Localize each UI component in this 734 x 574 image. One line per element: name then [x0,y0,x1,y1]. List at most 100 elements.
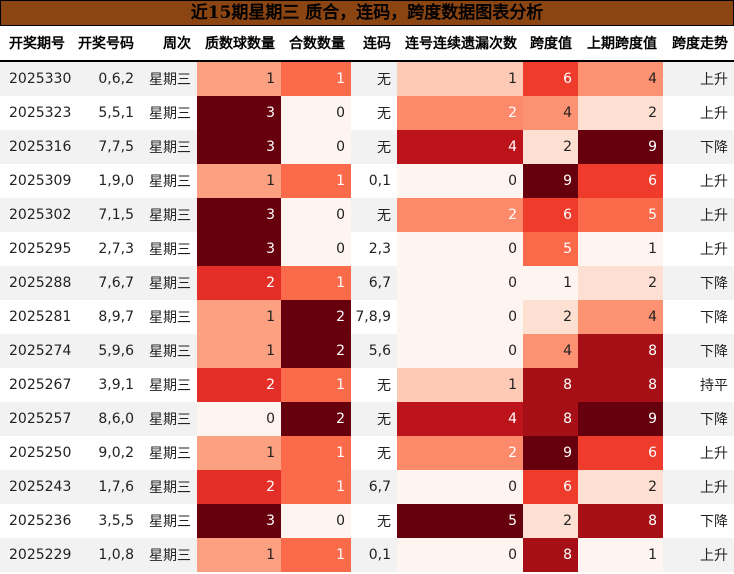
cell-weekday: 星期三 [140,470,197,504]
cell-issue: 2025309 [9,173,72,189]
table-row: 2025295 2,7,3 星期三 3 0 2,3 0 5 1 上升 [0,232,734,266]
cell-weekday: 星期三 [149,174,191,190]
cell-numbers: 7,6,7 [72,266,140,300]
cell-numbers: 7,7,5 [72,130,140,164]
cell-composite-count: 1 [281,538,351,572]
cell-issue: 2025316 [0,130,72,164]
cell-composite-count: 0 [281,232,351,266]
cell-consecutive-miss: 0 [397,538,523,572]
cell-span-trend: 下降 [663,266,734,300]
cell-numbers: 8,9,7 [98,309,134,325]
cell-consecutive-miss: 1 [397,368,523,402]
cell-weekday: 星期三 [140,402,197,436]
cell-consecutive: 无 [351,61,397,96]
cell-issue: 2025243 [0,470,72,504]
cell-issue: 2025281 [9,309,72,325]
cell-numbers: 3,5,5 [98,513,134,529]
cell-composite-count: 1 [281,61,351,96]
header-numbers: 开奖号码 [72,26,140,62]
cell-consecutive-miss: 2 [397,96,523,130]
cell-weekday: 星期三 [140,538,197,572]
cell-numbers: 1,0,8 [72,538,140,572]
cell-issue: 2025330 [0,61,72,96]
cell-span-trend: 上升 [663,198,734,232]
cell-consecutive-miss: 0 [397,300,523,334]
header-prev-span: 上期跨度值 [578,26,663,62]
cell-consecutive-miss: 2 [397,198,523,232]
cell-prime-count: 1 [197,300,281,334]
cell-numbers: 7,1,5 [72,198,140,232]
cell-consecutive: 无 [351,130,397,164]
chart-title: 近15期星期三 质合，连码，跨度数据图表分析 [0,0,734,26]
cell-numbers: 5,5,1 [98,105,134,121]
cell-consecutive-miss: 4 [397,130,523,164]
cell-span-trend: 上升 [700,242,728,258]
cell-prime-count: 1 [197,61,281,96]
cell-span: 9 [523,436,578,470]
cell-prime-count: 2 [197,470,281,504]
cell-span: 6 [523,198,578,232]
cell-prev-span: 2 [578,96,663,130]
cell-consecutive: 2,3 [368,241,391,257]
cell-consecutive: 无 [377,106,391,122]
cell-span-trend: 上升 [700,446,728,462]
cell-issue: 2025236 [9,513,72,529]
cell-prime-count: 2 [197,368,281,402]
cell-issue: 2025295 [9,241,72,257]
cell-numbers: 5,9,6 [72,334,140,368]
cell-span-trend: 持平 [700,378,728,394]
cell-consecutive-miss: 5 [397,504,523,538]
cell-prev-span: 2 [578,470,663,504]
cell-consecutive: 7,8,9 [355,309,391,325]
cell-span-trend: 上升 [700,106,728,122]
header-weekday: 周次 [140,26,197,62]
cell-consecutive-miss: 0 [397,334,523,368]
cell-composite-count: 1 [281,436,351,470]
cell-span: 6 [523,470,578,504]
cell-prev-span: 9 [578,402,663,436]
cell-composite-count: 2 [281,402,351,436]
table-row: 2025257 8,6,0 星期三 0 2 无 4 8 9 下降 [0,402,734,436]
cell-weekday: 星期三 [140,61,197,96]
cell-issue: 2025274 [0,334,72,368]
cell-numbers: 2,7,3 [98,241,134,257]
cell-prev-span: 5 [578,198,663,232]
cell-issue: 2025250 [9,445,72,461]
cell-prev-span: 4 [578,300,663,334]
cell-span: 4 [523,334,578,368]
cell-numbers: 1,9,0 [98,173,134,189]
cell-prime-count: 1 [197,538,281,572]
cell-prime-count: 3 [197,96,281,130]
cell-numbers: 9,0,2 [98,445,134,461]
header-consecutive: 连码 [351,26,397,62]
cell-consecutive: 5,6 [351,334,397,368]
cell-composite-count: 2 [281,300,351,334]
header-prime-count: 质数球数量 [197,26,281,62]
cell-span-trend: 下降 [663,130,734,164]
cell-consecutive: 0,1 [351,538,397,572]
cell-numbers: 0,6,2 [72,61,140,96]
cell-issue: 2025288 [0,266,72,300]
header-consecutive-miss: 连号连续遗漏次数 [397,26,523,62]
table-row: 2025236 3,5,5 星期三 3 0 无 5 2 8 下降 [0,504,734,538]
cell-consecutive: 6,7 [351,470,397,504]
cell-consecutive: 无 [377,514,391,530]
header-composite-count: 合数数量 [281,26,351,62]
table-row: 2025288 7,6,7 星期三 2 1 6,7 0 1 2 下降 [0,266,734,300]
cell-span: 8 [523,538,578,572]
cell-prime-count: 2 [197,266,281,300]
cell-weekday: 星期三 [140,130,197,164]
header-row: 开奖期号 开奖号码 周次 质数球数量 合数数量 连码 连号连续遗漏次数 跨度值 上期跨度值 跨度走… [0,26,734,62]
cell-composite-count: 2 [281,334,351,368]
cell-prime-count: 3 [197,198,281,232]
cell-weekday: 星期三 [149,446,191,462]
cell-span: 4 [523,96,578,130]
cell-issue: 2025229 [0,538,72,572]
cell-span-trend: 上升 [700,174,728,190]
cell-prev-span: 1 [578,538,663,572]
cell-consecutive-miss: 4 [397,402,523,436]
cell-prev-span: 8 [578,504,663,538]
table-row: 2025229 1,0,8 星期三 1 1 0,1 0 8 1 上升 [0,538,734,572]
cell-prev-span: 8 [578,368,663,402]
cell-span: 8 [523,402,578,436]
